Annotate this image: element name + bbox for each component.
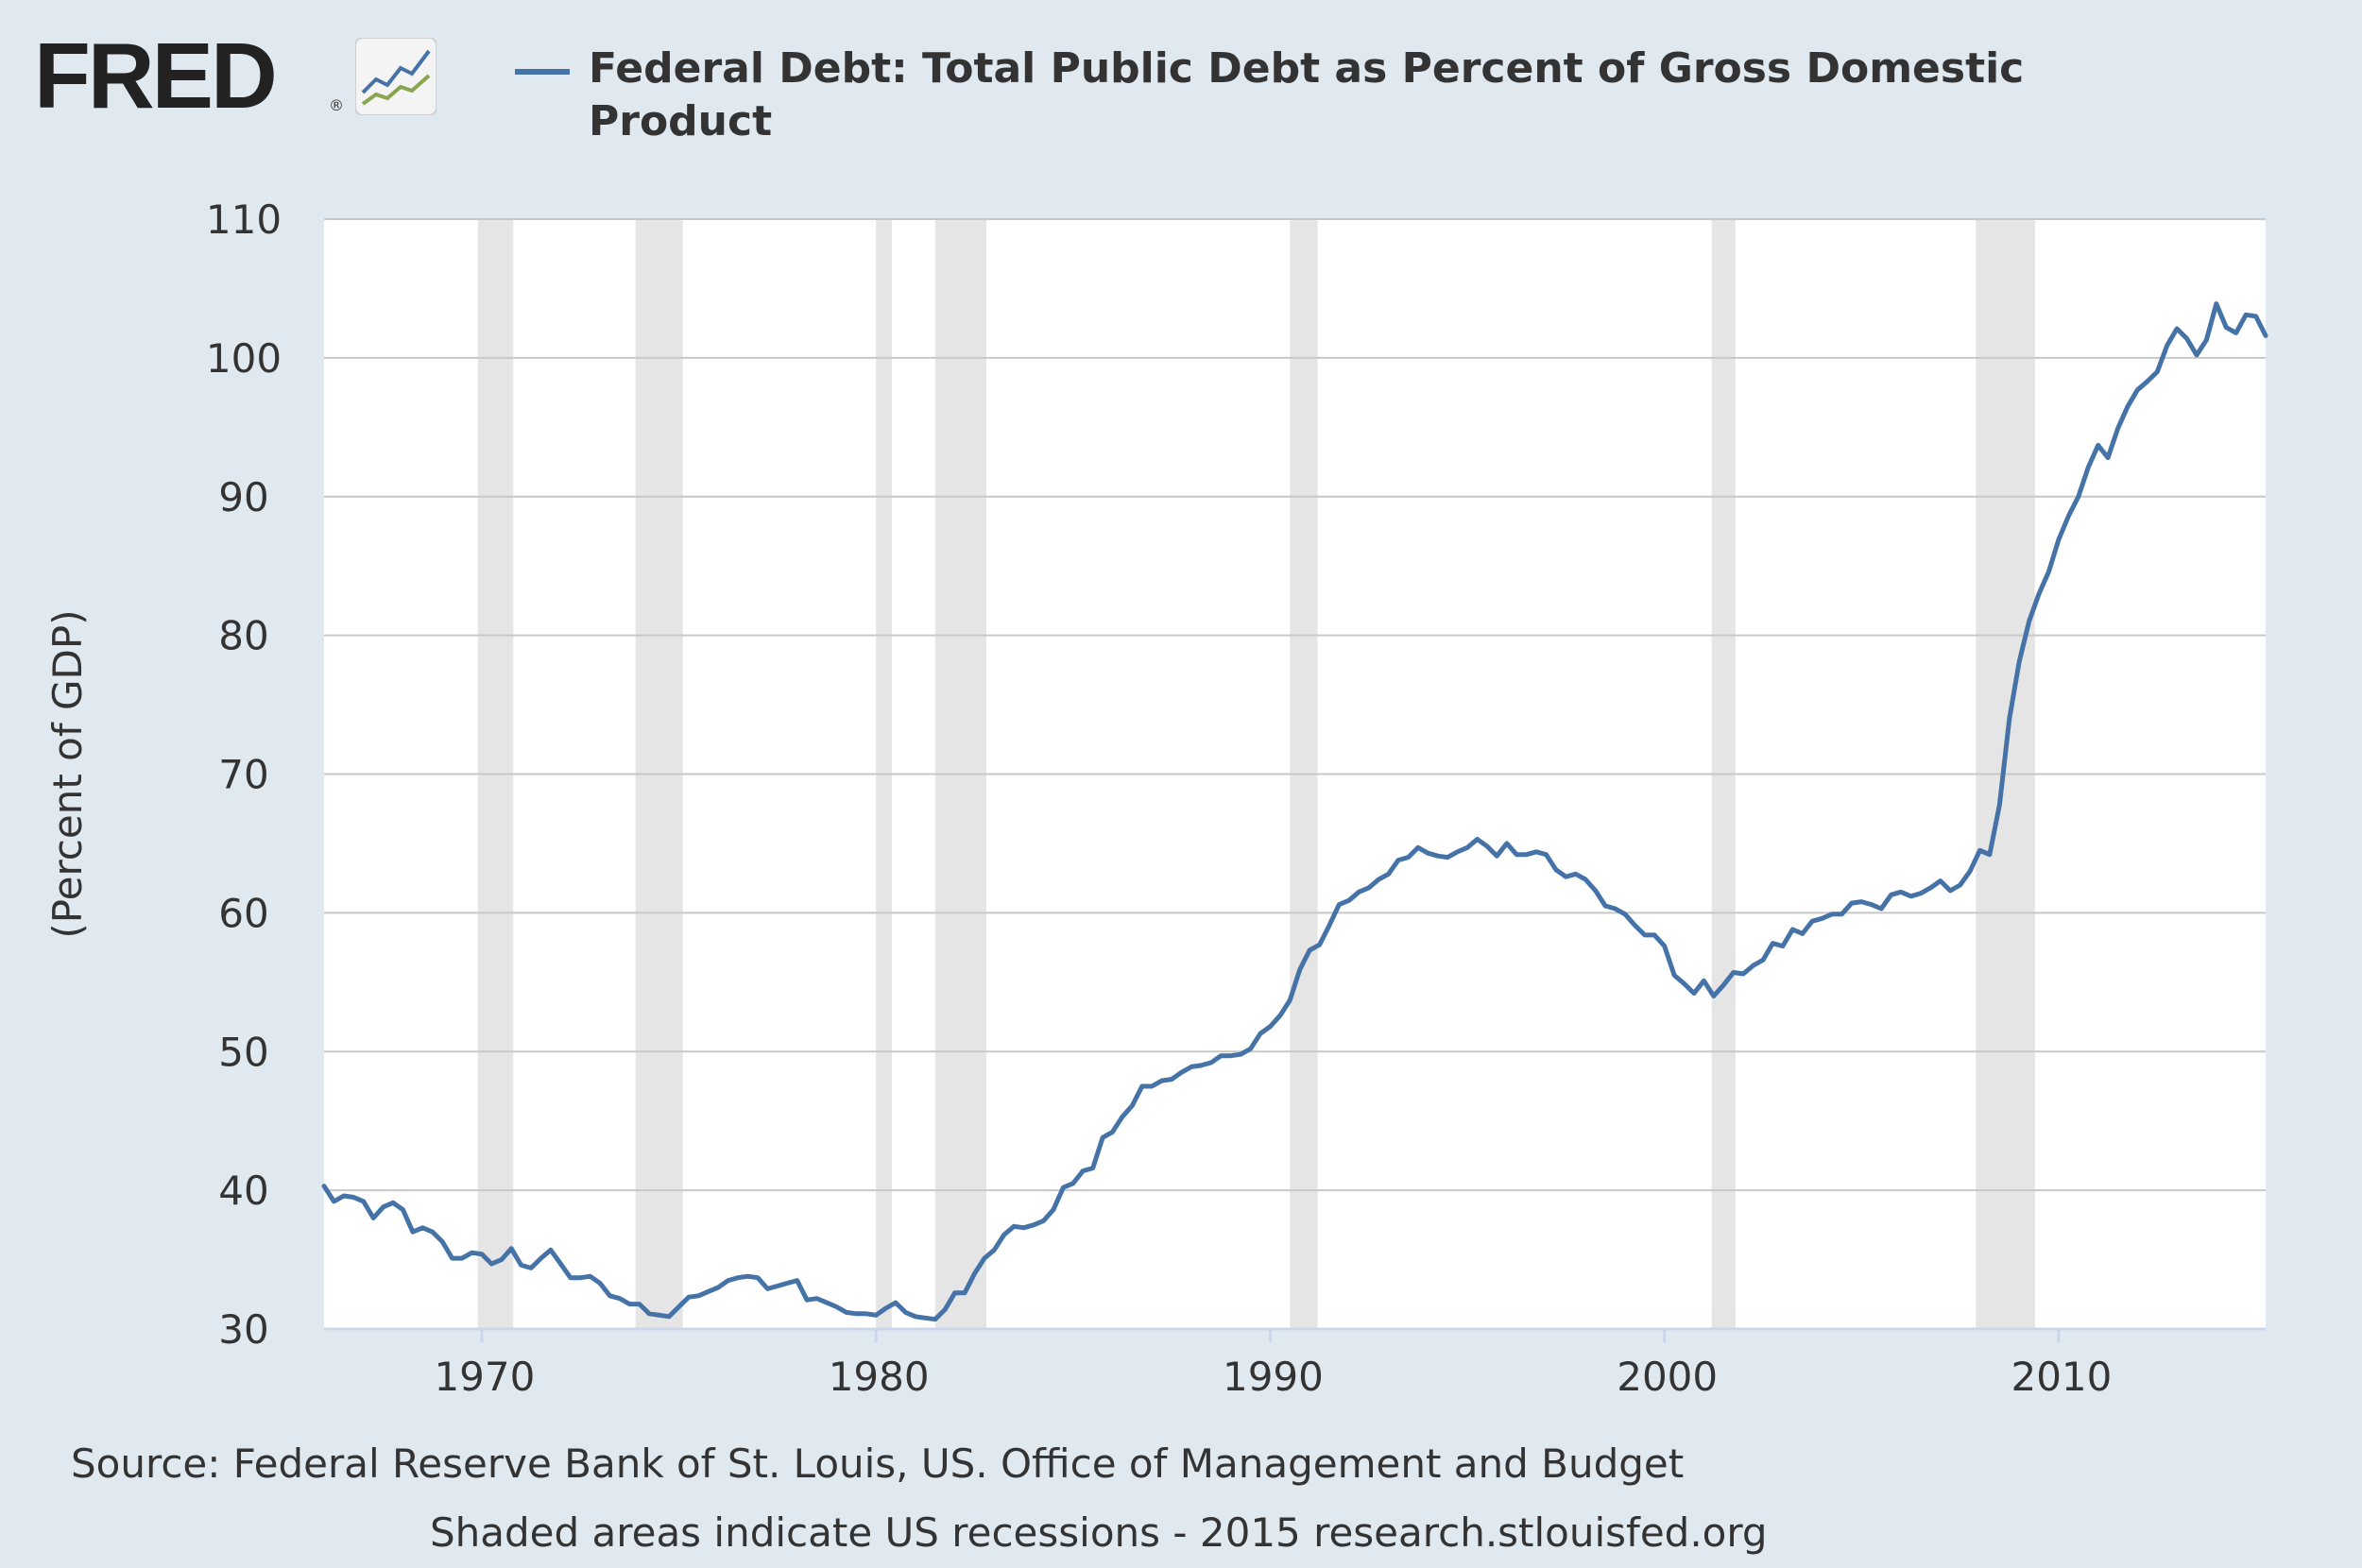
source-note: Source: Federal Reserve Bank of St. Loui… — [71, 1440, 1685, 1487]
series-line — [321, 301, 2268, 1322]
y-tick-label: 80 — [218, 613, 268, 659]
fred-logo[interactable]: FRED ® — [34, 24, 436, 128]
x-tick-label: 2000 — [1617, 1354, 1718, 1400]
legend-line-swatch — [515, 69, 570, 75]
recession-note: Shaded areas indicate US recessions - 20… — [430, 1509, 1768, 1556]
logo-text: FRED — [34, 24, 278, 128]
y-tick-label: 40 — [218, 1167, 268, 1214]
legend-series-label: Federal Debt: Total Public Debt as Perce… — [589, 44, 2025, 145]
y-tick-label: 30 — [218, 1306, 268, 1353]
x-tick-label: 2010 — [2011, 1354, 2112, 1400]
y-tick-label: 100 — [206, 335, 282, 382]
x-tick-label: 1970 — [434, 1354, 535, 1400]
chart-svg: 30 40 50 60 70 80 90 100 110 1970 1980 1990 2000 2010… — [44, 196, 2268, 1400]
y-tick-label: 90 — [218, 474, 268, 520]
registered-mark: ® — [329, 96, 344, 114]
y-axis-title: (Percent of GDP) — [44, 609, 91, 938]
y-tick-label: 60 — [218, 890, 268, 936]
x-tick-label: 1990 — [1223, 1354, 1324, 1400]
y-tick-label: 70 — [218, 752, 268, 798]
line-chart-icon — [355, 38, 436, 115]
y-tick-label: 110 — [206, 196, 282, 243]
x-tick-label: 1980 — [829, 1354, 930, 1400]
y-tick-label: 50 — [218, 1029, 268, 1075]
